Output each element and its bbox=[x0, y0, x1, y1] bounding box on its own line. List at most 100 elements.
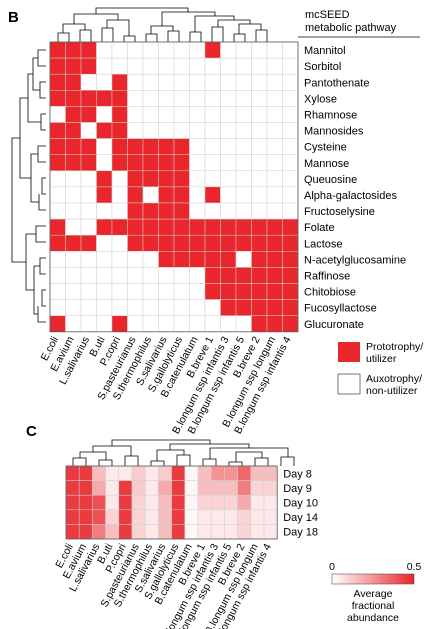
heatmap-cell bbox=[127, 122, 144, 139]
heatmap-cell bbox=[210, 524, 225, 540]
heatmap-cell bbox=[158, 90, 175, 107]
legend-label-auxotrophy-line1: Auxotrophy/ bbox=[366, 373, 422, 385]
heatmap-cell bbox=[49, 218, 66, 236]
heatmap-cell bbox=[204, 138, 221, 155]
heatmap-cell bbox=[142, 315, 159, 333]
heatmap-cell bbox=[80, 202, 97, 220]
heatmap-cell bbox=[80, 315, 97, 333]
heatmap-cell bbox=[49, 41, 66, 59]
heatmap-cell bbox=[80, 299, 97, 316]
heatmap-cell bbox=[65, 154, 82, 172]
heatmap-cell bbox=[282, 315, 299, 333]
heatmap-cell bbox=[224, 480, 238, 496]
heatmap-cell bbox=[220, 41, 237, 59]
heatmap-cell bbox=[158, 267, 175, 284]
heatmap-cell bbox=[173, 315, 190, 333]
heatmap-cell bbox=[266, 283, 283, 300]
heatmap-cell bbox=[173, 170, 190, 188]
heatmap-cell bbox=[204, 283, 221, 300]
heatmap-cell bbox=[282, 90, 299, 107]
row-label: Glucuronate bbox=[304, 319, 364, 331]
heatmap-cell bbox=[49, 122, 66, 139]
heatmap-cell bbox=[204, 234, 221, 252]
heatmap-cell bbox=[235, 106, 252, 123]
heatmap-cell bbox=[142, 283, 159, 300]
heatmap-cell bbox=[65, 73, 82, 91]
row-label: Alpha-galactosides bbox=[304, 190, 397, 202]
heatmap-cell bbox=[158, 218, 175, 236]
heatmap-cell bbox=[173, 267, 190, 284]
heatmap-cell bbox=[144, 509, 159, 525]
heatmap-cell bbox=[142, 234, 159, 252]
heatmap-cell bbox=[111, 267, 128, 284]
heatmap-cell bbox=[127, 138, 144, 155]
heatmap-cell bbox=[220, 122, 237, 139]
heatmap-cell bbox=[189, 57, 206, 75]
legend-swatch-prototrophy bbox=[338, 342, 360, 362]
heatmap-cell bbox=[173, 186, 190, 204]
heatmap-cell bbox=[220, 154, 237, 172]
row-label: Fructoselysine bbox=[304, 206, 375, 218]
panel-b-row-dendrogram bbox=[11, 49, 46, 323]
heatmap-cell bbox=[127, 41, 144, 59]
heatmap-cell bbox=[235, 73, 252, 91]
heatmap-cell bbox=[282, 234, 299, 252]
heatmap-cell bbox=[189, 138, 206, 155]
heatmap-cell bbox=[111, 251, 128, 268]
heatmap-cell bbox=[111, 234, 128, 252]
heatmap-cell bbox=[127, 170, 144, 188]
heatmap-cell bbox=[144, 480, 159, 496]
heatmap-cell bbox=[49, 106, 66, 123]
heatmap-cell bbox=[210, 480, 225, 496]
heatmap-cell bbox=[250, 465, 265, 481]
heatmap-cell bbox=[173, 90, 190, 107]
row-label: Day 10 bbox=[283, 498, 318, 510]
row-label: Pantothenate bbox=[304, 77, 369, 89]
heatmap-cell bbox=[237, 494, 252, 511]
heatmap-cell bbox=[173, 218, 190, 236]
heatmap-cell bbox=[173, 154, 190, 172]
heatmap-cell bbox=[131, 494, 146, 511]
heatmap-cell bbox=[171, 494, 186, 511]
heatmap-cell bbox=[266, 73, 283, 91]
heatmap-cell bbox=[189, 315, 206, 333]
heatmap-cell bbox=[65, 465, 80, 481]
heatmap-cell bbox=[173, 283, 190, 300]
panel-c-letter: C bbox=[26, 423, 37, 440]
heatmap-cell bbox=[65, 234, 82, 252]
heatmap-cell bbox=[144, 524, 159, 540]
row-label: Day 18 bbox=[283, 527, 318, 539]
heatmap-cell bbox=[189, 267, 206, 284]
heatmap-cell bbox=[127, 299, 144, 316]
heatmap-cell bbox=[266, 90, 283, 107]
heatmap-cell bbox=[250, 494, 265, 511]
heatmap-cell bbox=[189, 202, 206, 220]
colorbar-label-line2: fractional bbox=[352, 600, 395, 612]
heatmap-cell bbox=[189, 251, 206, 268]
heatmap-cell bbox=[204, 218, 221, 236]
heatmap-cell bbox=[142, 41, 159, 59]
row-label: Mannosides bbox=[304, 126, 364, 138]
heatmap-cell bbox=[204, 73, 221, 91]
heatmap-cell bbox=[204, 154, 221, 172]
heatmap-cell bbox=[282, 106, 299, 123]
heatmap-cell bbox=[65, 90, 82, 107]
heatmap-cell bbox=[158, 170, 175, 188]
heatmap-cell bbox=[131, 480, 146, 496]
heatmap-cell bbox=[80, 186, 97, 204]
heatmap-cell bbox=[173, 106, 190, 123]
heatmap-cell bbox=[220, 170, 237, 188]
heatmap-cell bbox=[92, 509, 106, 525]
heatmap-cell bbox=[224, 465, 238, 481]
heatmap-cell bbox=[220, 267, 237, 284]
heatmap-cell bbox=[65, 315, 82, 333]
heatmap-cell bbox=[96, 90, 113, 107]
heatmap-cell bbox=[173, 57, 190, 75]
heatmap-cell bbox=[127, 267, 144, 284]
heatmap-cell bbox=[220, 234, 237, 252]
heatmap-cell bbox=[173, 202, 190, 220]
heatmap-cell bbox=[173, 41, 190, 59]
heatmap-cell bbox=[142, 90, 159, 107]
heatmap-cell bbox=[251, 267, 268, 284]
